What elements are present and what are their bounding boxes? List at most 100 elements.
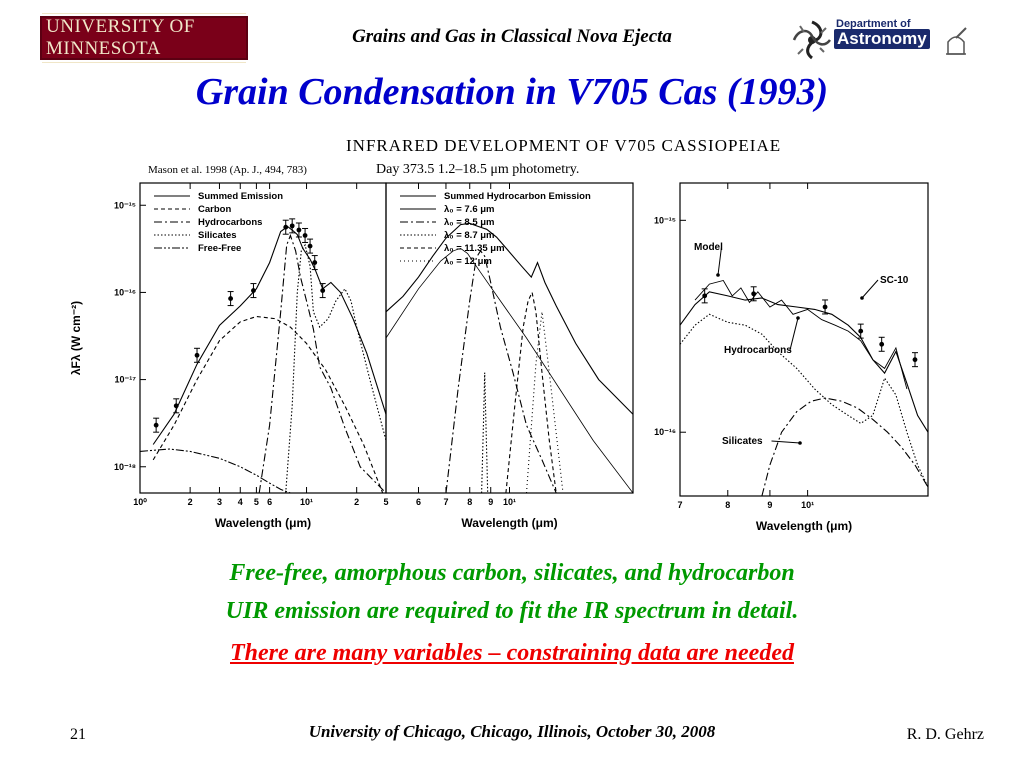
caption-line-1: Free-free, amorphous carbon, silicates, … (229, 560, 795, 586)
series-line-summed-hydrocarbon-emission (386, 222, 633, 415)
legend-entry: Hydrocarbons (198, 217, 262, 228)
figure-heading: INFRARED DEVELOPMENT OF V705 CASSIOPEIAE (346, 136, 782, 155)
series-line-hydrocarbons (680, 313, 928, 488)
series-line-7-6-m (386, 247, 633, 493)
data-point (289, 223, 295, 229)
caption-line-3: There are many variables – constraining … (230, 640, 794, 666)
series-line-8-7-m (481, 372, 489, 493)
annotation-arrow (861, 279, 879, 299)
annotation-silicates: Silicates (722, 436, 763, 447)
legend: Summed Emission Carbon Hydrocarbons Silicat… (154, 191, 283, 254)
caption-line-2: UIR emission are required to fit the IR … (225, 598, 799, 624)
x-tick-label: 7 (677, 500, 682, 510)
annotation-arrowhead (860, 296, 864, 300)
data-point (879, 341, 885, 347)
plot-area (140, 218, 386, 493)
legend-entry: λ₀ = 8.5 μm (444, 217, 495, 228)
x-tick-label: 7 (443, 497, 448, 507)
data-point (251, 288, 256, 293)
y-tick-label: 10⁻¹⁵ (654, 215, 676, 225)
panel-right: 7 8 9 10¹ 10⁻¹⁵ 10⁻¹⁶ Wavelength (μm) Model SC-1… (654, 182, 929, 533)
x-axis-label: Wavelength (μm) (215, 516, 311, 530)
data-point (194, 352, 200, 358)
data-point (173, 403, 179, 409)
y-tick-label: 10⁻¹⁷ (115, 375, 137, 385)
plot-frame (139, 182, 387, 494)
annotation-sc-10: SC-10 (880, 275, 909, 286)
x-tick-label: 10⁰ (133, 497, 147, 507)
series-line-silicates (285, 243, 386, 493)
y-tick-label: 10⁻¹⁸ (114, 462, 136, 472)
y-tick-label: 10⁻¹⁶ (114, 287, 136, 297)
y-tick-label: 10⁻¹⁶ (654, 427, 676, 437)
galaxy-icon (792, 20, 831, 60)
series-line-free-free (140, 448, 291, 493)
legend-entry: λ₀ = 12 μm (444, 256, 492, 267)
legend-entry: Summed Hydrocarbon Emission (444, 191, 591, 202)
x-tick-label: 5 (254, 497, 259, 507)
data-point (702, 293, 708, 299)
x-tick-label: 6 (267, 497, 272, 507)
series-line-silicates (761, 397, 928, 496)
legend-entry: Summed Emission (198, 191, 283, 202)
annotation-arrow (771, 440, 801, 444)
x-tick-label: 3 (217, 497, 222, 507)
data-point (296, 227, 302, 233)
university-logo-text: UNIVERSITY OF MINNESOTA (42, 13, 246, 63)
legend: Summed Hydrocarbon Emission λ₀ = 7.6 μm λ₀… (400, 191, 591, 267)
y-axis-label: λFλ (W cm⁻²) (69, 301, 83, 375)
series-line-carbon (152, 315, 384, 493)
series-line-hydrocarbons (258, 233, 386, 493)
footer-author: R. D. Gehrz (906, 726, 984, 743)
x-tick-label: 2 (354, 497, 359, 507)
x-tick-label: 9 (767, 500, 772, 510)
x-axis-label: Wavelength (μm) (756, 519, 852, 533)
astronomy-dept-logo: Department of Astronomy (790, 12, 970, 70)
plot-frame (385, 182, 634, 494)
annotation-arrowhead (798, 441, 802, 445)
annotation-arrowhead (716, 273, 720, 277)
plot-area (680, 279, 928, 496)
footer-venue: University of Chicago, Chicago, Illinois… (308, 722, 716, 741)
data-point (312, 260, 318, 265)
data-point (153, 422, 159, 428)
dept-line1: Department of (836, 18, 911, 30)
data-point (912, 357, 918, 363)
slide-title: Grain Condensation in V705 Cas (1993) (195, 71, 829, 113)
legend-entry: Free-Free (198, 243, 241, 254)
x-tick-label: 6 (416, 497, 421, 507)
annotation-hydrocarbons: Hydrocarbons (724, 345, 792, 356)
spectrum-figure: 10⁰ 2 3 4 5 6 10¹ 210⁻¹⁵10⁻¹⁶10⁻¹⁷10⁻¹⁸Waveleng… (69, 182, 929, 533)
panel-left: 10⁰ 2 3 4 5 6 10¹ 210⁻¹⁵10⁻¹⁶10⁻¹⁷10⁻¹⁸Waveleng… (69, 182, 387, 530)
annotation-arrow (717, 246, 722, 276)
legend-entry: Carbon (198, 204, 231, 215)
x-tick-label: 8 (467, 497, 472, 507)
data-point (302, 233, 308, 238)
annotation-model: Model (694, 242, 723, 253)
x-tick-label: 4 (238, 497, 243, 507)
panel-middle: 5 6 7 8 9 10¹ Wavelength (μm) Summed Hydrocarbo… (383, 182, 634, 530)
annotation-arrowhead (796, 316, 800, 320)
x-axis-label: Wavelength (μm) (461, 516, 557, 530)
x-tick-label: 5 (383, 497, 388, 507)
data-point (320, 288, 326, 293)
data-point (751, 291, 757, 297)
data-point (307, 243, 313, 249)
data-point (283, 224, 289, 230)
series-line-11-35-m (505, 290, 557, 493)
series-line-summed-emission (152, 225, 386, 445)
x-tick-label: 8 (725, 500, 730, 510)
data-point (822, 304, 828, 310)
y-tick-label: 10⁻¹⁵ (114, 200, 136, 210)
x-tick-label: 2 (188, 497, 193, 507)
legend-entry: λ₀ = 8.7 μm (444, 230, 495, 241)
x-tick-label: 10¹ (801, 500, 814, 510)
data-point (228, 296, 234, 301)
annotation-arrow (789, 317, 799, 351)
university-logo: UNIVERSITY OF MINNESOTA (40, 13, 248, 63)
figure-subheading: Day 373.5 1.2–18.5 μm photometry. (376, 162, 580, 177)
plot-area (386, 222, 633, 493)
header-title: Grains and Gas in Classical Nova Ejecta (352, 26, 672, 47)
legend-entry: λ₀ = 7.6 μm (444, 204, 495, 215)
figure-citation: Mason et al. 1998 (Ap. J., 494, 783) (148, 164, 307, 176)
